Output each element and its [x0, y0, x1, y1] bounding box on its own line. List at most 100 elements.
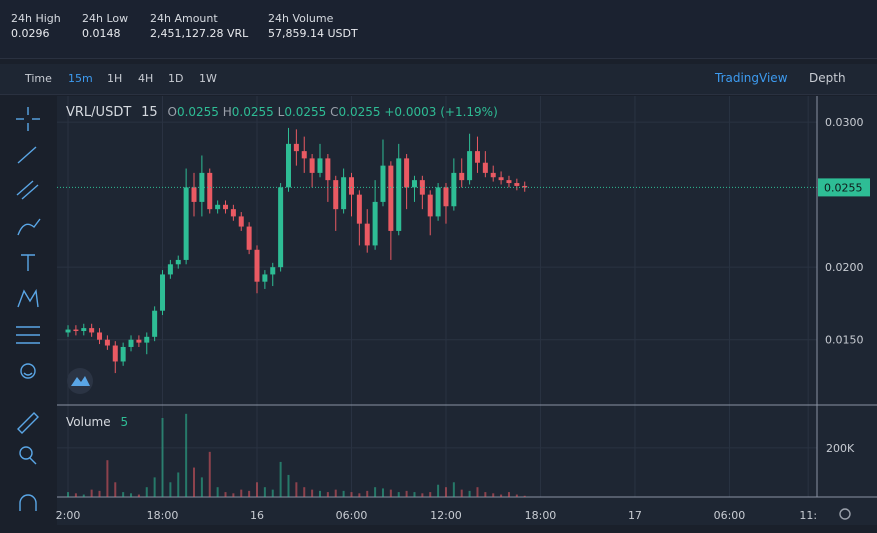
candle-body [223, 204, 229, 210]
candle-body [443, 187, 449, 207]
candle-body [207, 172, 213, 210]
candle-body [65, 329, 71, 333]
volume-bar [381, 488, 384, 497]
volume-bar [413, 492, 416, 497]
volume-bar [342, 490, 345, 497]
volume-bar [216, 487, 219, 497]
candle-body [435, 187, 441, 217]
volume-bar [193, 467, 196, 497]
volume-bar [311, 489, 314, 497]
channel-tool[interactable] [16, 180, 39, 200]
emoji-tool[interactable] [20, 363, 36, 379]
volume-bar [200, 477, 203, 497]
candle-body [144, 336, 150, 343]
pattern-tool[interactable] [17, 288, 39, 308]
volume-bar [334, 489, 337, 497]
x-tick-label: 18:00 [525, 509, 557, 522]
line-tool[interactable] [17, 146, 37, 164]
volume-bar [106, 460, 109, 497]
brush-tool[interactable] [17, 218, 41, 236]
view-tab[interactable]: Depth [809, 71, 846, 85]
candle-body [73, 329, 79, 332]
volume-bar [484, 492, 487, 497]
volume-bar [515, 494, 518, 497]
volume-bar [208, 451, 211, 497]
volume-bar [224, 492, 227, 497]
interval-button[interactable]: 1W [199, 72, 217, 85]
volume-bar [287, 474, 290, 497]
candle-body [285, 143, 291, 188]
fib-tool[interactable] [16, 326, 40, 344]
volume-bar [460, 489, 463, 497]
zoom-tool[interactable] [19, 446, 37, 465]
volume-bar [279, 461, 282, 497]
candle-body [175, 259, 181, 265]
y-tick-label: 0.0300 [825, 116, 864, 129]
y-tick-label: 0.0200 [825, 261, 864, 274]
legend-value: 0.0255 [284, 105, 327, 119]
last-price-label: 0.0255 [824, 181, 863, 194]
x-tick-label: 06:00 [714, 509, 746, 522]
volume-name: Volume [66, 415, 111, 429]
last-price-box [818, 178, 870, 197]
volume-bar [240, 489, 243, 497]
stat-value: 2,451,127.28 VRL [150, 27, 249, 40]
volume-legend: Volume 5 [66, 415, 128, 429]
volume-bar [169, 482, 172, 497]
crosshair-tool[interactable] [16, 107, 40, 131]
volume-bar [248, 490, 251, 497]
volume-interval: 5 [120, 415, 129, 429]
candle-body [482, 162, 488, 173]
stat: 24h Low 0.0148 [82, 12, 128, 40]
interval-button[interactable]: 15m [68, 72, 93, 85]
candle-body [427, 194, 433, 217]
volume-bar [137, 494, 140, 497]
settings-icon[interactable] [839, 508, 851, 520]
drawing-tools [16, 107, 41, 511]
interval-button[interactable]: 1H [107, 72, 123, 85]
logo-icon [71, 376, 90, 386]
text-tool[interactable] [21, 254, 35, 271]
candle-body [372, 201, 378, 246]
candle-body [522, 185, 528, 188]
magnet-tool[interactable] [19, 494, 37, 511]
candle-body [474, 151, 480, 163]
candle-body [317, 158, 323, 173]
volume-bar [358, 493, 361, 497]
candle-body [112, 345, 118, 362]
volume-bar [161, 418, 164, 497]
view-tab[interactable]: TradingView [715, 71, 788, 85]
y-tick-label: 200K [826, 442, 855, 455]
legend-value: 0.0255 [176, 105, 219, 119]
candle-body [230, 209, 236, 217]
legend-key: L [277, 105, 285, 119]
candle-body [89, 328, 95, 333]
volume-bar [405, 490, 408, 497]
candle-body [514, 183, 520, 186]
candle-body [419, 180, 425, 195]
candle-body [396, 158, 402, 231]
x-tick-label: 16 [250, 509, 264, 522]
interval-button[interactable]: 4H [138, 72, 154, 85]
candle-body [309, 158, 315, 173]
stat: 24h High 0.0296 [11, 12, 61, 40]
stat-label: 24h High [11, 12, 61, 25]
volume-bar [177, 472, 180, 497]
x-tick-label: 06:00 [336, 509, 368, 522]
candle-body [404, 158, 410, 188]
candle-body [128, 339, 134, 347]
ruler-tool[interactable] [17, 412, 39, 434]
volume-bar [145, 487, 148, 497]
legend-key: H [222, 105, 232, 119]
volume-bar [82, 494, 85, 497]
stat: 24h Volume 57,859.14 USDT [268, 12, 358, 40]
volume-bar [153, 477, 156, 497]
interval-button[interactable]: 1D [168, 72, 184, 85]
stat-value: 0.0148 [82, 27, 121, 40]
volume-bar [523, 495, 526, 497]
candle-body [97, 332, 103, 340]
stat-label: 24h Amount [150, 12, 218, 25]
candle-body [293, 143, 299, 152]
candle-body [333, 180, 339, 210]
